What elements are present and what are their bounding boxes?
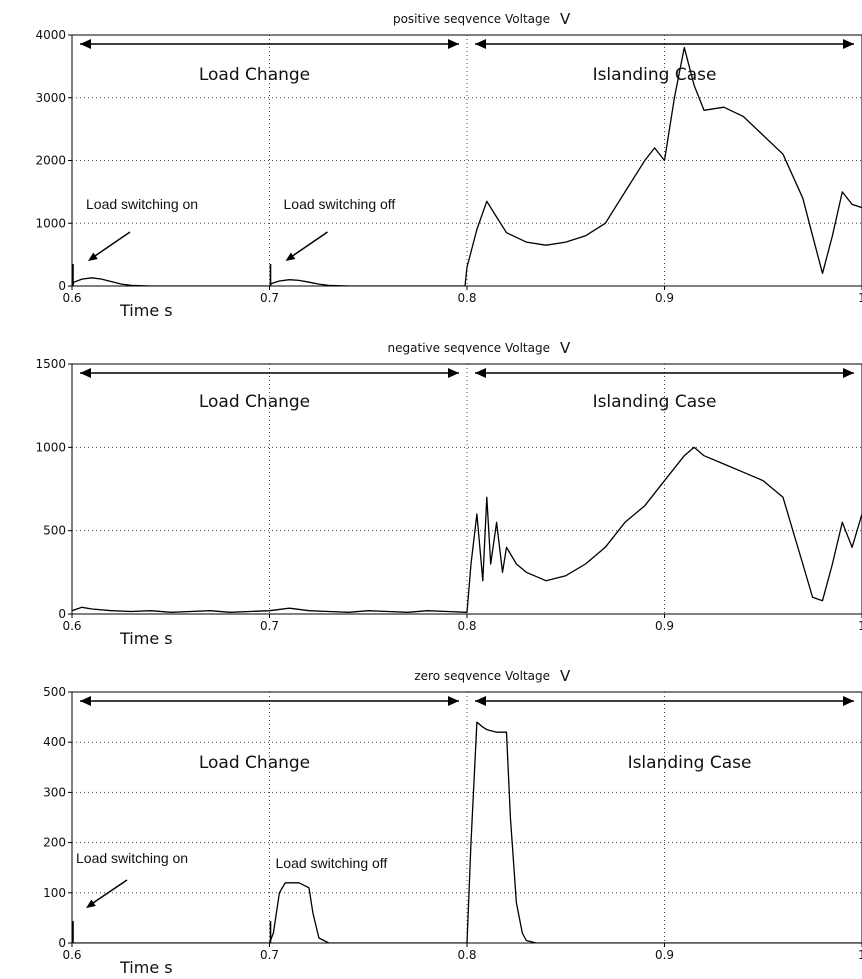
region-arrow-head-right <box>843 696 854 706</box>
annotation-arrow-head <box>88 252 98 261</box>
region-arrow-head-left <box>80 696 91 706</box>
y-tick-label: 300 <box>43 785 66 799</box>
chart-title: zero seqvence Voltage <box>414 669 550 683</box>
region-label: Load Change <box>199 753 310 773</box>
chart-unit: V <box>560 667 571 685</box>
region-arrow-head-right <box>448 39 459 49</box>
chart-panel-2: 0 500 1000 1500 0.6 0.7 0.8 0.9 1 Time s negative … <box>35 339 862 648</box>
region-arrow-head-left <box>80 368 91 378</box>
y-tick-label: 500 <box>43 524 66 538</box>
region-arrow-head-right <box>448 368 459 378</box>
chart-unit: V <box>560 10 571 28</box>
x-tick-label: 0.9 <box>655 619 674 633</box>
x-axis-label: Time s <box>119 958 173 977</box>
x-tick-label: 0.9 <box>655 291 674 305</box>
x-axis-label: Time s <box>119 629 173 648</box>
y-tick-label: 2000 <box>35 154 66 168</box>
y-tick-label: 1500 <box>35 357 66 371</box>
annotation-arrow-head <box>285 252 296 261</box>
y-tick-label: 1000 <box>35 440 66 454</box>
x-tick-label: 0.8 <box>457 291 476 305</box>
region-label: Islanding Case <box>593 392 717 412</box>
annotation-arrow <box>89 879 128 906</box>
region-arrow-head-right <box>843 39 854 49</box>
region-arrow-head-right <box>448 696 459 706</box>
region-label: Load Change <box>199 65 310 85</box>
chart-panel-1: 0 1000 2000 3000 4000 0.6 0.7 0.8 0.9 1 Time s posi… <box>35 10 862 320</box>
y-tick-label: 200 <box>43 836 66 850</box>
plot-frame <box>71 691 862 944</box>
region-arrow-head-right <box>843 368 854 378</box>
x-tick-label: 0.6 <box>62 291 81 305</box>
region-label: Islanding Case <box>628 753 752 773</box>
x-tick-label: 1 <box>858 619 862 633</box>
y-tick-label: 1000 <box>35 216 66 230</box>
y-tick-label: 0 <box>58 279 66 293</box>
annotation-arrow <box>91 231 131 259</box>
x-tick-label: 0.7 <box>260 291 279 305</box>
annotation-arrow-head <box>86 899 96 908</box>
y-tick-label: 500 <box>43 685 66 699</box>
region-label: Load Change <box>199 392 310 412</box>
annotation-text: Load switching off <box>284 196 396 212</box>
annotation-text: Load switching on <box>86 196 198 212</box>
region-label: Islanding Case <box>593 65 717 85</box>
region-arrow-head-left <box>475 368 486 378</box>
chart-panel-3: 0 100 200 300 400 500 0.6 0.7 0.8 0.9 1 Time s zero … <box>43 667 862 977</box>
y-tick-label: 3000 <box>35 91 66 105</box>
x-tick-label: 0.8 <box>457 948 476 962</box>
y-tick-label: 400 <box>43 735 66 749</box>
region-arrow-head-left <box>475 696 486 706</box>
x-axis-label: Time s <box>119 301 173 320</box>
plot-frame <box>71 34 862 287</box>
chart-title: positive seqvence Voltage <box>393 12 550 26</box>
region-arrow-head-left <box>80 39 91 49</box>
region-arrow-head-left <box>475 39 486 49</box>
x-tick-label: 1 <box>858 948 862 962</box>
annotation-text: Load switching on <box>76 850 188 866</box>
x-tick-label: 0.6 <box>62 948 81 962</box>
x-tick-label: 1 <box>858 291 862 305</box>
y-tick-label: 100 <box>43 886 66 900</box>
series-line-1 <box>72 721 862 943</box>
chart-title: negative seqvence Voltage <box>388 341 550 355</box>
annotation-text: Load switching off <box>276 855 388 871</box>
chart-unit: V <box>560 339 571 357</box>
series-line-1 <box>72 46 862 286</box>
x-tick-label: 0.9 <box>655 948 674 962</box>
y-tick-label: 0 <box>58 607 66 621</box>
series-line-1 <box>72 446 862 613</box>
y-tick-label: 0 <box>58 936 66 950</box>
x-tick-label: 0.7 <box>260 948 279 962</box>
x-tick-label: 0.7 <box>260 619 279 633</box>
x-tick-label: 0.6 <box>62 619 81 633</box>
x-tick-label: 0.8 <box>457 619 476 633</box>
y-tick-label: 4000 <box>35 28 66 42</box>
annotation-arrow <box>289 231 328 259</box>
